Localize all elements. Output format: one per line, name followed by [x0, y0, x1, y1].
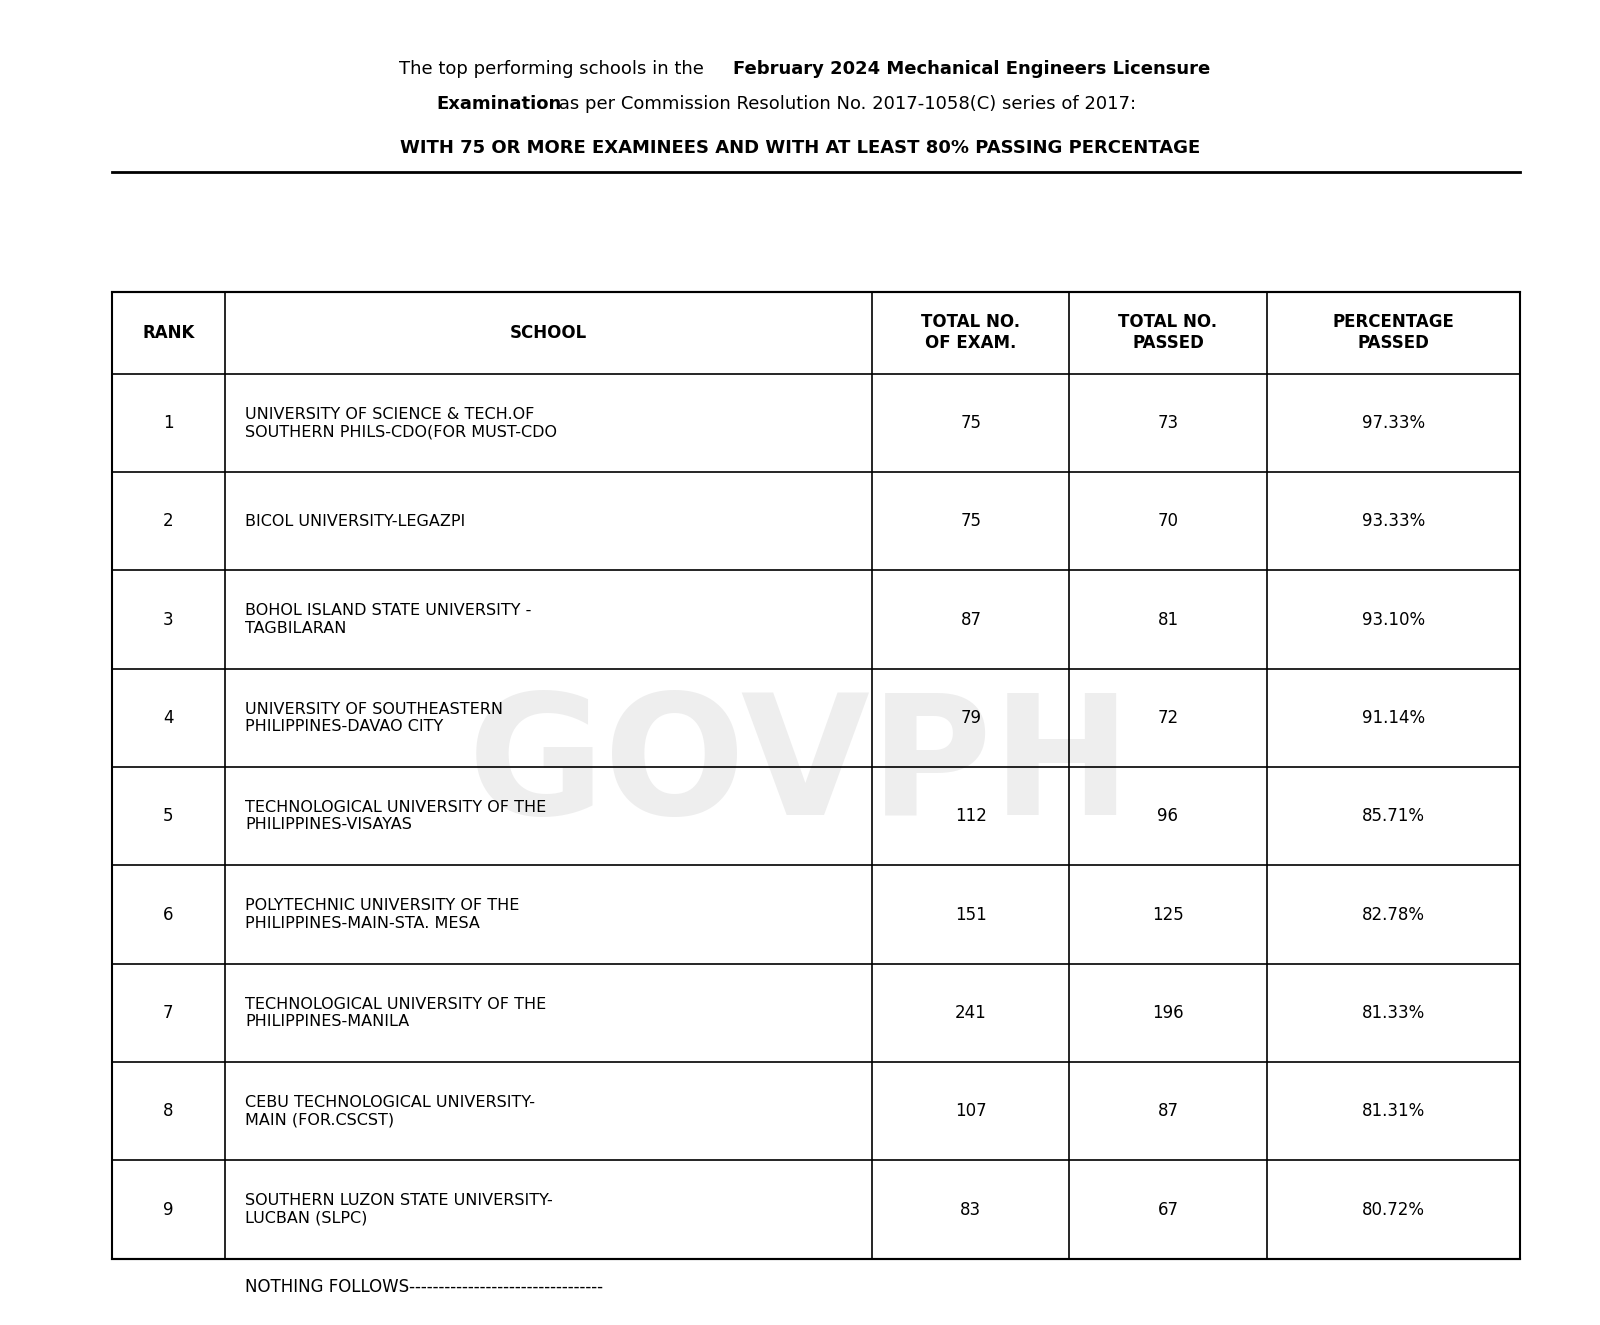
- Text: RANK: RANK: [142, 323, 195, 342]
- Text: 87: 87: [1157, 1102, 1179, 1120]
- Text: 5: 5: [163, 807, 173, 825]
- Text: UNIVERSITY OF SCIENCE & TECH.OF
SOUTHERN PHILS-CDO(FOR MUST-CDO: UNIVERSITY OF SCIENCE & TECH.OF SOUTHERN…: [245, 407, 557, 439]
- Text: CEBU TECHNOLOGICAL UNIVERSITY-
MAIN (FOR.CSCST): CEBU TECHNOLOGICAL UNIVERSITY- MAIN (FOR…: [245, 1094, 536, 1128]
- Text: 97.33%: 97.33%: [1362, 413, 1426, 432]
- Text: The top performing schools in the: The top performing schools in the: [398, 60, 709, 78]
- Text: SCHOOL: SCHOOL: [510, 323, 587, 342]
- Text: 3: 3: [163, 611, 174, 628]
- Text: 9: 9: [163, 1200, 173, 1219]
- Text: UNIVERSITY OF SOUTHEASTERN
PHILIPPINES-DAVAO CITY: UNIVERSITY OF SOUTHEASTERN PHILIPPINES-D…: [245, 702, 504, 734]
- Text: 81.33%: 81.33%: [1362, 1004, 1426, 1022]
- Text: 7: 7: [163, 1004, 173, 1022]
- Text: NOTHING FOLLOWS---------------------------------: NOTHING FOLLOWS-------------------------…: [245, 1277, 603, 1296]
- Text: 75: 75: [960, 413, 981, 432]
- Text: 80.72%: 80.72%: [1362, 1200, 1424, 1219]
- Text: 82.78%: 82.78%: [1362, 905, 1424, 924]
- Text: 196: 196: [1152, 1004, 1184, 1022]
- Text: 73: 73: [1157, 413, 1179, 432]
- Text: SOUTHERN LUZON STATE UNIVERSITY-
LUCBAN (SLPC): SOUTHERN LUZON STATE UNIVERSITY- LUCBAN …: [245, 1194, 554, 1226]
- Text: GOVPH: GOVPH: [467, 686, 1133, 851]
- Text: 8: 8: [163, 1102, 173, 1120]
- Text: 81: 81: [1157, 611, 1179, 628]
- Text: 125: 125: [1152, 905, 1184, 924]
- Text: 151: 151: [955, 905, 987, 924]
- Text: 70: 70: [1157, 513, 1179, 530]
- Text: TOTAL NO.
OF EXAM.: TOTAL NO. OF EXAM.: [922, 313, 1021, 352]
- Text: February 2024 Mechanical Engineers Licensure: February 2024 Mechanical Engineers Licen…: [733, 60, 1211, 78]
- Text: TECHNOLOGICAL UNIVERSITY OF THE
PHILIPPINES-MANILA: TECHNOLOGICAL UNIVERSITY OF THE PHILIPPI…: [245, 996, 547, 1030]
- Text: TECHNOLOGICAL UNIVERSITY OF THE
PHILIPPINES-VISAYAS: TECHNOLOGICAL UNIVERSITY OF THE PHILIPPI…: [245, 800, 547, 832]
- Text: 81.31%: 81.31%: [1362, 1102, 1426, 1120]
- Text: 67: 67: [1157, 1200, 1179, 1219]
- Text: TOTAL NO.
PASSED: TOTAL NO. PASSED: [1118, 313, 1218, 352]
- Text: 75: 75: [960, 513, 981, 530]
- Text: Examination: Examination: [437, 95, 562, 114]
- Text: 93.10%: 93.10%: [1362, 611, 1426, 628]
- Text: 79: 79: [960, 709, 981, 727]
- Text: 96: 96: [1157, 807, 1179, 825]
- Text: 91.14%: 91.14%: [1362, 709, 1426, 727]
- Text: 1: 1: [163, 413, 174, 432]
- Text: 241: 241: [955, 1004, 987, 1022]
- Text: 2: 2: [163, 513, 174, 530]
- Bar: [112, 292, 1520, 1259]
- Text: 87: 87: [960, 611, 981, 628]
- Text: 93.33%: 93.33%: [1362, 513, 1426, 530]
- Text: as per Commission Resolution No. 2017-1058(C) series of 2017:: as per Commission Resolution No. 2017-10…: [554, 95, 1136, 114]
- Text: WITH 75 OR MORE EXAMINEES AND WITH AT LEAST 80% PASSING PERCENTAGE: WITH 75 OR MORE EXAMINEES AND WITH AT LE…: [400, 139, 1200, 158]
- Text: 107: 107: [955, 1102, 987, 1120]
- Text: 112: 112: [955, 807, 987, 825]
- Text: PERCENTAGE
PASSED: PERCENTAGE PASSED: [1333, 313, 1454, 352]
- Text: BOHOL ISLAND STATE UNIVERSITY -
TAGBILARAN: BOHOL ISLAND STATE UNIVERSITY - TAGBILAR…: [245, 603, 531, 636]
- Text: 72: 72: [1157, 709, 1179, 727]
- Text: 6: 6: [163, 905, 173, 924]
- Text: 4: 4: [163, 709, 173, 727]
- Text: BICOL UNIVERSITY-LEGAZPI: BICOL UNIVERSITY-LEGAZPI: [245, 514, 466, 529]
- Text: 83: 83: [960, 1200, 981, 1219]
- Text: 85.71%: 85.71%: [1362, 807, 1424, 825]
- Text: POLYTECHNIC UNIVERSITY OF THE
PHILIPPINES-MAIN-STA. MESA: POLYTECHNIC UNIVERSITY OF THE PHILIPPINE…: [245, 898, 520, 930]
